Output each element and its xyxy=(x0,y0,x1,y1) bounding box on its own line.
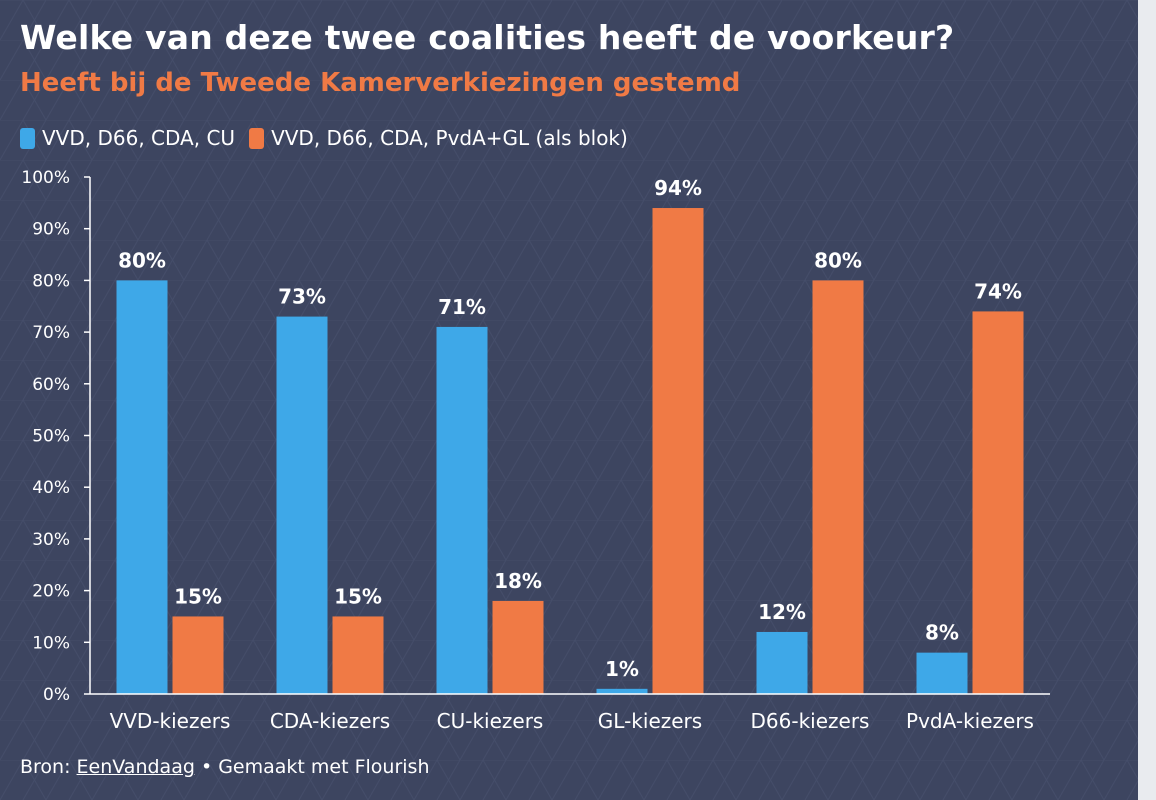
data-label: 1% xyxy=(605,657,639,681)
data-label: 94% xyxy=(654,176,702,200)
data-label: 74% xyxy=(974,279,1022,303)
bar xyxy=(652,208,704,694)
y-tick-label: 80% xyxy=(32,271,70,291)
y-tick-label: 70% xyxy=(32,323,70,343)
chart-subtitle: Heeft bij de Tweede Kamerverkiezingen ge… xyxy=(20,68,741,98)
y-tick-label: 10% xyxy=(32,633,70,653)
bar xyxy=(812,280,864,694)
x-tick-label: VVD-kiezers xyxy=(110,709,231,733)
y-tick-label: 20% xyxy=(32,582,70,602)
data-label: 80% xyxy=(118,248,166,272)
x-tick-label: CDA-kiezers xyxy=(270,709,390,733)
bar xyxy=(972,311,1024,694)
bar xyxy=(756,631,808,694)
bar xyxy=(172,616,224,694)
bar xyxy=(332,616,384,694)
data-label: 12% xyxy=(758,600,806,624)
data-label: 15% xyxy=(334,584,382,608)
footer-suffix: • Gemaakt met Flourish xyxy=(194,756,430,778)
legend-swatch-blue xyxy=(20,127,35,149)
bar xyxy=(276,316,328,694)
y-tick-label: 40% xyxy=(32,478,70,498)
x-tick-label: GL-kiezers xyxy=(598,709,702,733)
data-label: 15% xyxy=(174,584,222,608)
data-label: 73% xyxy=(278,285,326,309)
chart-title: Welke van deze twee coalities heeft de v… xyxy=(20,18,955,57)
legend: VVD, D66, CDA, CU VVD, D66, CDA, PvdA+GL… xyxy=(20,126,642,150)
y-tick-label: 30% xyxy=(32,530,70,550)
bar xyxy=(436,326,488,694)
y-tick-label: 0% xyxy=(43,685,70,705)
y-tick-label: 90% xyxy=(32,220,70,240)
legend-swatch-orange xyxy=(249,127,265,149)
legend-item-series-1[interactable]: VVD, D66, CDA, CU xyxy=(20,126,235,150)
page-margin xyxy=(1138,0,1156,800)
footer: Bron: EenVandaag • Gemaakt met Flourish xyxy=(20,756,429,778)
x-tick-label: PvdA-kiezers xyxy=(906,709,1034,733)
legend-item-series-2[interactable]: VVD, D66, CDA, PvdA+GL (als blok) xyxy=(249,126,628,150)
bar-chart: 0% 10% 20% 30% 40% 50% 60% 70% 80% 90% 100% 80% 15% V… xyxy=(21,168,1050,733)
footer-prefix: Bron: xyxy=(20,756,77,778)
bar xyxy=(116,280,168,694)
x-tick-label: D66-kiezers xyxy=(751,709,870,733)
legend-label-series-2: VVD, D66, CDA, PvdA+GL (als blok) xyxy=(271,126,628,150)
legend-label-series-1: VVD, D66, CDA, CU xyxy=(42,126,236,150)
bar xyxy=(596,688,648,694)
source-link[interactable]: EenVandaag xyxy=(76,756,195,778)
y-tick-label: 100% xyxy=(21,168,70,188)
data-label: 80% xyxy=(814,248,862,272)
y-tick-label: 60% xyxy=(32,375,70,395)
x-tick-label: CU-kiezers xyxy=(437,709,544,733)
bar xyxy=(916,652,968,694)
bar xyxy=(492,600,544,694)
data-label: 71% xyxy=(438,295,486,319)
y-tick-label: 50% xyxy=(32,427,70,447)
data-label: 8% xyxy=(925,621,959,645)
data-label: 18% xyxy=(494,569,542,593)
